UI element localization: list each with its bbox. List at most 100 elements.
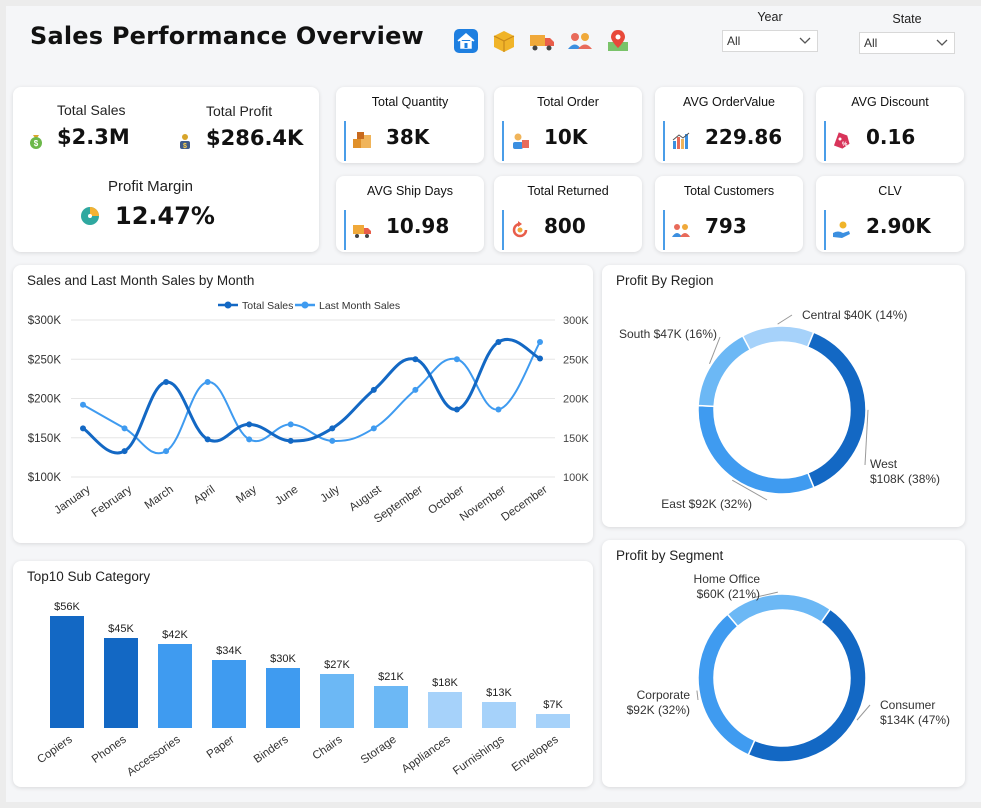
leader-line — [777, 314, 793, 325]
slice-label-value: $134K (47%) — [880, 713, 950, 727]
bar-value-label: $56K — [54, 601, 80, 613]
data-point — [412, 356, 419, 363]
legend-label: Total Sales — [242, 300, 293, 312]
kpi-value: 10K — [544, 125, 588, 149]
y-right-tick: 150K — [563, 433, 589, 445]
data-point — [370, 386, 377, 393]
kpi-card-total-quantity: Total Quantity 38K — [336, 87, 484, 163]
year-filter-label: Year — [757, 10, 783, 24]
state-dropdown[interactable]: All — [859, 32, 955, 54]
data-point — [329, 425, 336, 432]
year-filter: Year All — [722, 10, 818, 52]
x-tick: Envelopes — [510, 733, 561, 774]
y-left-tick: $200K — [28, 394, 62, 406]
pie-clock-icon — [81, 207, 99, 225]
kpi-card-avg-ship-days: AVG Ship Days 10.98 — [336, 176, 484, 252]
slice-label-name: Corporate — [637, 688, 691, 702]
x-tick: July — [318, 483, 342, 505]
data-point — [121, 425, 128, 432]
x-tick: April — [192, 484, 218, 507]
kpi-value: 793 — [705, 214, 747, 238]
slice-west — [806, 331, 867, 489]
x-tick: Accessories — [125, 733, 183, 779]
kpi-label: CLV — [878, 184, 902, 198]
bar-storage — [374, 686, 408, 728]
x-tick: January — [52, 483, 93, 516]
total-profit-value: $286.4K — [206, 126, 304, 150]
bar-appliances — [428, 692, 462, 728]
bar-value-label: $45K — [108, 623, 134, 635]
customers-icon[interactable] — [565, 26, 595, 56]
data-point — [453, 406, 460, 413]
svg-text:$: $ — [34, 139, 39, 148]
state-dropdown-value: All — [864, 36, 878, 50]
bar-phones — [104, 638, 138, 728]
line-chart: $100K 100K $150K 150K $200K 200K $250K 250K $300… — [28, 300, 590, 526]
leader-line — [856, 704, 871, 721]
data-point — [537, 355, 543, 362]
kpi-card-clv: CLV 2.90K — [816, 176, 964, 252]
dashboard-page: Sales Performance Overview Year All Stat… — [6, 6, 981, 802]
x-tick: Paper — [205, 734, 237, 762]
bar-value-label: $27K — [324, 659, 350, 671]
bar-binders — [266, 668, 300, 728]
home-icon[interactable] — [451, 26, 481, 56]
x-tick: Appliances — [400, 733, 453, 775]
data-point — [287, 421, 294, 428]
customers-icon — [672, 224, 690, 237]
slice-label: Central $40K (14%) — [802, 308, 907, 322]
slice-label: South $47K (16%) — [619, 327, 717, 341]
kpi-accent-bar — [663, 210, 665, 250]
slice-label-name: West — [870, 457, 898, 471]
legend-marker — [224, 301, 232, 309]
kpi-accent-bar — [502, 210, 504, 250]
x-tick: Furnishings — [451, 733, 507, 777]
y-left-tick: $100K — [28, 472, 62, 484]
bar-value-label: $18K — [432, 677, 458, 689]
total-sales-value: $2.3M — [57, 125, 130, 149]
leader-line — [696, 690, 699, 701]
data-point — [246, 421, 253, 428]
profit-margin-label: Profit Margin — [108, 178, 194, 195]
bar-value-label: $13K — [486, 687, 512, 699]
hand-coin-icon — [833, 221, 850, 238]
x-tick: Chairs — [311, 733, 345, 762]
kpi-value: 2.90K — [866, 214, 931, 238]
year-dropdown[interactable]: All — [722, 30, 818, 52]
y-left-tick: $150K — [28, 433, 62, 445]
bar-paper — [212, 660, 246, 728]
x-tick: Copiers — [35, 733, 75, 766]
bar-copiers — [50, 616, 84, 728]
data-point — [287, 437, 294, 444]
kpi-card-total-returned: Total Returned 800 — [494, 176, 642, 252]
svg-text:$: $ — [183, 143, 187, 150]
box-icon[interactable] — [489, 26, 519, 56]
kpi-card-total-customers: Total Customers 793 — [655, 176, 803, 252]
return-arrow-icon — [512, 221, 528, 238]
bar-value-label: $21K — [378, 671, 404, 683]
truck-icon[interactable] — [527, 26, 557, 56]
kpi-label: Total Customers — [683, 184, 775, 198]
x-tick: Phones — [90, 733, 129, 765]
data-point — [80, 401, 86, 408]
legend-label: Last Month Sales — [319, 300, 400, 312]
data-point — [453, 356, 460, 363]
x-tick: December — [499, 484, 549, 524]
page-title: Sales Performance Overview — [30, 22, 424, 50]
slice-corporate — [697, 613, 756, 756]
kpi-card-avg-order-value: AVG OrderValue 229.86 — [655, 87, 803, 163]
kpi-value: 38K — [386, 125, 430, 149]
kpi-value: 0.16 — [866, 125, 916, 149]
data-point — [204, 436, 211, 443]
bar-value-label: $42K — [162, 629, 188, 641]
discount-tag-icon: % — [833, 132, 850, 149]
leader-line — [709, 336, 721, 364]
data-point — [121, 448, 128, 455]
kpi-accent-bar — [344, 210, 346, 250]
money-bag-icon: $ — [30, 135, 42, 149]
y-left-tick: $300K — [28, 315, 62, 327]
y-left-tick: $250K — [28, 354, 62, 366]
kpi-label: AVG Ship Days — [367, 184, 453, 198]
map-pin-icon[interactable] — [603, 26, 633, 56]
slice-consumer — [747, 608, 867, 763]
